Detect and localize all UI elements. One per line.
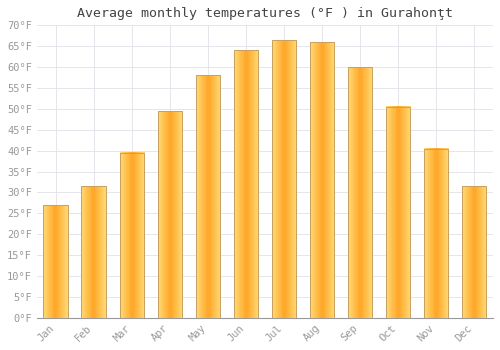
Title: Average monthly temperatures (°F ) in Gurahonţt: Average monthly temperatures (°F ) in Gu…: [77, 7, 453, 20]
Bar: [82, 186, 106, 318]
Bar: [310, 42, 334, 318]
Bar: [158, 111, 182, 318]
Bar: [462, 186, 486, 318]
Bar: [234, 50, 258, 318]
Bar: [386, 107, 410, 318]
Bar: [44, 205, 68, 318]
Bar: [196, 76, 220, 318]
Bar: [120, 153, 144, 318]
Bar: [348, 67, 372, 318]
Bar: [424, 149, 448, 318]
Bar: [272, 40, 296, 318]
